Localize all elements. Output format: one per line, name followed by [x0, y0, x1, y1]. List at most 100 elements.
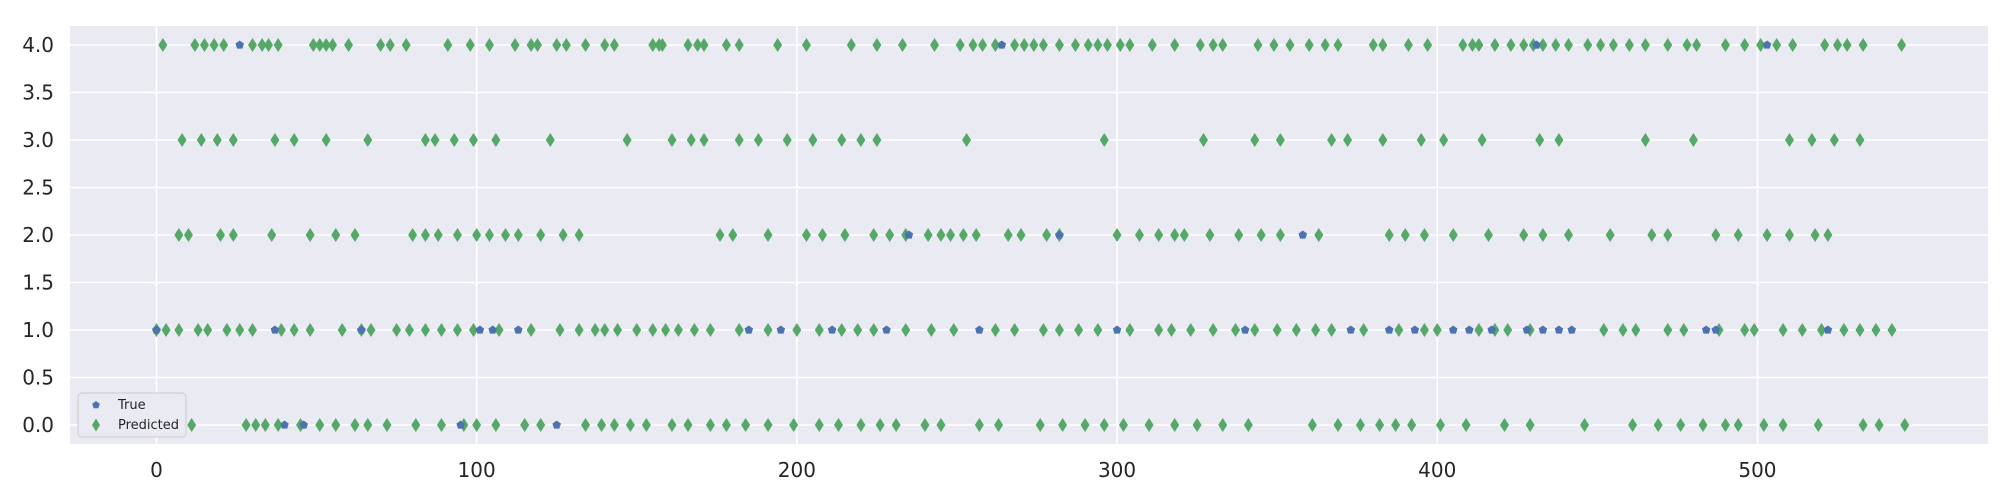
predicted-point [837, 133, 847, 147]
y-tick-label: 1.0 [22, 318, 54, 342]
predicted-point [721, 418, 731, 432]
true-point [1449, 325, 1458, 334]
predicted-point [1253, 38, 1263, 52]
predicted-point [590, 323, 600, 337]
predicted-point [1359, 323, 1369, 337]
predicted-point [856, 133, 866, 147]
predicted-point [1272, 323, 1282, 337]
predicted-point [673, 323, 683, 337]
predicted-point [1250, 323, 1260, 337]
predicted-point [1663, 38, 1673, 52]
predicted-point [1170, 418, 1180, 432]
predicted-point [1435, 418, 1445, 432]
predicted-point [1733, 228, 1743, 242]
predicted-point [331, 418, 341, 432]
predicted-point [552, 38, 562, 52]
predicted-point [1784, 133, 1794, 147]
legend-true-label: True [117, 398, 146, 413]
predicted-point [305, 323, 315, 337]
predicted-point [1134, 228, 1144, 242]
predicted-point [350, 228, 360, 242]
predicted-point [536, 228, 546, 242]
predicted-point [872, 133, 882, 147]
true-point [997, 40, 1007, 49]
predicted-point [1314, 228, 1324, 242]
predicted-point [1503, 323, 1513, 337]
predicted-point [891, 418, 901, 432]
predicted-point [321, 38, 331, 52]
predicted-point [1474, 323, 1484, 337]
predicted-point [1858, 418, 1868, 432]
true-point [975, 325, 984, 334]
predicted-point [468, 323, 478, 337]
predicted-point [1375, 418, 1385, 432]
predicted-point [1640, 38, 1650, 52]
true-point [152, 325, 161, 334]
legend-predicted-label: Predicted [118, 418, 179, 433]
predicted-point [228, 133, 238, 147]
predicted-point [1384, 228, 1394, 242]
predicted-point [219, 38, 229, 52]
predicted-point [510, 38, 520, 52]
predicted-point [1355, 418, 1365, 432]
predicted-point [308, 38, 318, 52]
true-point [299, 420, 308, 429]
predicted-point [1125, 38, 1135, 52]
predicted-point [705, 418, 715, 432]
predicted-point [1583, 38, 1593, 52]
predicted-point [331, 228, 341, 242]
predicted-point [452, 228, 462, 242]
predicted-point [763, 323, 773, 337]
predicted-point [1538, 38, 1548, 52]
predicted-point [1448, 228, 1458, 242]
predicted-point [1419, 323, 1429, 337]
predicted-point [581, 38, 591, 52]
predicted-point [190, 38, 200, 52]
predicted-point [430, 133, 440, 147]
predicted-point [1647, 228, 1657, 242]
predicted-point [1118, 418, 1128, 432]
predicted-point [1580, 418, 1590, 432]
predicted-point [1170, 38, 1180, 52]
predicted-point [212, 133, 222, 147]
predicted-point [209, 38, 219, 52]
predicted-point [1596, 38, 1606, 52]
predicted-point [699, 38, 709, 52]
predicted-point [315, 418, 325, 432]
predicted-point [1343, 133, 1353, 147]
predicted-point [801, 38, 811, 52]
true-point [904, 230, 914, 239]
true-point [776, 325, 786, 334]
predicted-point [465, 38, 475, 52]
predicted-point [251, 418, 261, 432]
predicted-point [1519, 38, 1529, 52]
predicted-point [222, 323, 232, 337]
true-point [552, 420, 561, 429]
predicted-point [1394, 323, 1404, 337]
true-point [357, 325, 366, 334]
predicted-point [574, 228, 584, 242]
predicted-point [472, 228, 482, 242]
predicted-point [1166, 323, 1176, 337]
predicted-point [183, 228, 193, 242]
true-point [882, 325, 891, 334]
predicted-point [1711, 228, 1721, 242]
predicted-point [376, 38, 386, 52]
predicted-point [385, 38, 395, 52]
predicted-point [433, 228, 443, 242]
predicted-point [962, 133, 972, 147]
predicted-point [1653, 418, 1663, 432]
true-point [1487, 325, 1496, 334]
predicted-point [196, 133, 206, 147]
predicted-point [1551, 38, 1561, 52]
predicted-point [923, 228, 933, 242]
true-point [235, 40, 244, 49]
predicted-point [1535, 133, 1545, 147]
predicted-point [926, 323, 936, 337]
predicted-point [833, 418, 843, 432]
predicted-point [443, 38, 453, 52]
predicted-point [686, 133, 696, 147]
predicted-point [1829, 133, 1839, 147]
predicted-point [741, 418, 751, 432]
predicted-point [971, 228, 981, 242]
